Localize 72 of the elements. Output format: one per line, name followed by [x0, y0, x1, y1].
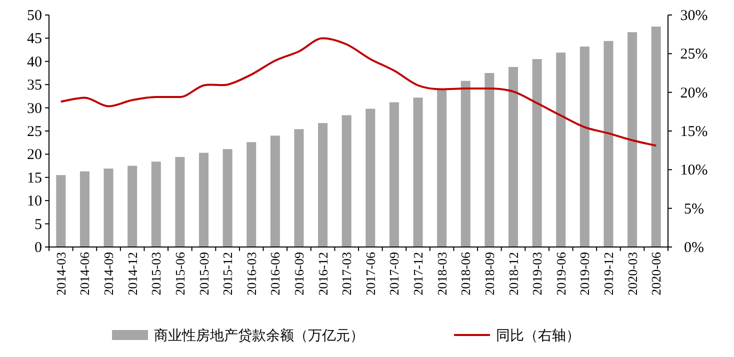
- x-tick-label: 2020-03: [624, 252, 640, 296]
- bar: [198, 152, 209, 247]
- y2-tick-label: 5%: [684, 201, 704, 218]
- bar: [460, 80, 470, 247]
- y-tick-label: 30: [27, 100, 42, 117]
- bar: [437, 88, 447, 247]
- x-tick-label: 2019-09: [577, 252, 592, 296]
- bar: [651, 26, 661, 247]
- y2-tick-label: 25%: [680, 46, 708, 63]
- y-tick-label: 35: [27, 78, 42, 94]
- x-tick-label: 2016-06: [268, 252, 283, 296]
- bar: [128, 166, 138, 247]
- legend-label: 商业性房地产贷款余额（万亿元）: [154, 328, 364, 344]
- x-tick-label: 2017-09: [386, 252, 402, 296]
- y2-tick-label: 15%: [680, 124, 708, 140]
- y-tick-label: 0: [34, 240, 42, 256]
- y-tick-label: 45: [27, 31, 42, 48]
- y-tick-label: 40: [27, 54, 42, 70]
- bar: [604, 40, 614, 247]
- bar: [246, 142, 256, 247]
- x-tick-label: 2019-03: [530, 252, 545, 296]
- x-tick-label: 2015-03: [148, 252, 164, 296]
- y2-tick-label: 20%: [680, 85, 708, 102]
- legend-label: 同比（右轴）: [496, 328, 580, 344]
- x-tick-label: 2014-03: [53, 252, 68, 296]
- x-tick-label: 2019-12: [600, 252, 616, 296]
- bar: [56, 175, 66, 247]
- x-tick-label: 2015-12: [220, 252, 236, 296]
- bar: [80, 171, 90, 247]
- y2-tick-label: 10%: [680, 162, 708, 179]
- y-tick-label: 20: [27, 147, 42, 164]
- bar: [389, 102, 399, 247]
- x-tick-label: 2016-09: [291, 252, 306, 296]
- bar: [175, 156, 185, 247]
- x-tick-label: 2016-03: [244, 252, 259, 296]
- bar: [413, 98, 423, 247]
- bar: [580, 46, 590, 247]
- bar: [628, 32, 638, 247]
- bar: [222, 149, 232, 247]
- y2-tick-label: 30%: [680, 8, 708, 24]
- y-tick-label: 5: [34, 216, 42, 233]
- y-tick-label: 25: [27, 124, 42, 140]
- x-tick-label: 2014-12: [124, 252, 140, 296]
- x-tick-label: 2018-03: [434, 252, 450, 296]
- bar: [508, 66, 518, 247]
- bar: [104, 168, 114, 247]
- x-tick-label: 2019-06: [553, 252, 568, 296]
- x-tick-label: 2017-03: [339, 252, 354, 296]
- bar: [556, 52, 566, 247]
- y2-tick-label: 0%: [684, 240, 704, 256]
- bar: [270, 136, 280, 247]
- y-tick-label: 50: [27, 8, 42, 24]
- y-tick-label: 15: [27, 170, 42, 186]
- bar: [294, 129, 304, 247]
- x-tick-label: 2018-09: [482, 252, 497, 296]
- x-tick-label: 2017-06: [362, 252, 378, 296]
- x-tick-label: 2015-06: [172, 252, 188, 296]
- y-tick-label: 10: [27, 194, 42, 210]
- bar: [318, 123, 328, 247]
- x-tick-label: 2020-06: [648, 252, 664, 296]
- x-tick-label: 2017-12: [410, 252, 426, 296]
- bar: [342, 115, 352, 247]
- bar: [151, 162, 161, 247]
- x-tick-label: 2015-09: [196, 252, 212, 296]
- bar: [366, 108, 376, 247]
- x-tick-label: 2016-12: [315, 252, 330, 296]
- x-tick-label: 2018-12: [506, 252, 521, 296]
- x-tick-label: 2014-09: [101, 252, 116, 296]
- x-tick-label: 2018-06: [458, 252, 474, 296]
- x-tick-label: 2014-06: [77, 252, 92, 296]
- bar: [532, 59, 542, 247]
- bar: [484, 73, 494, 247]
